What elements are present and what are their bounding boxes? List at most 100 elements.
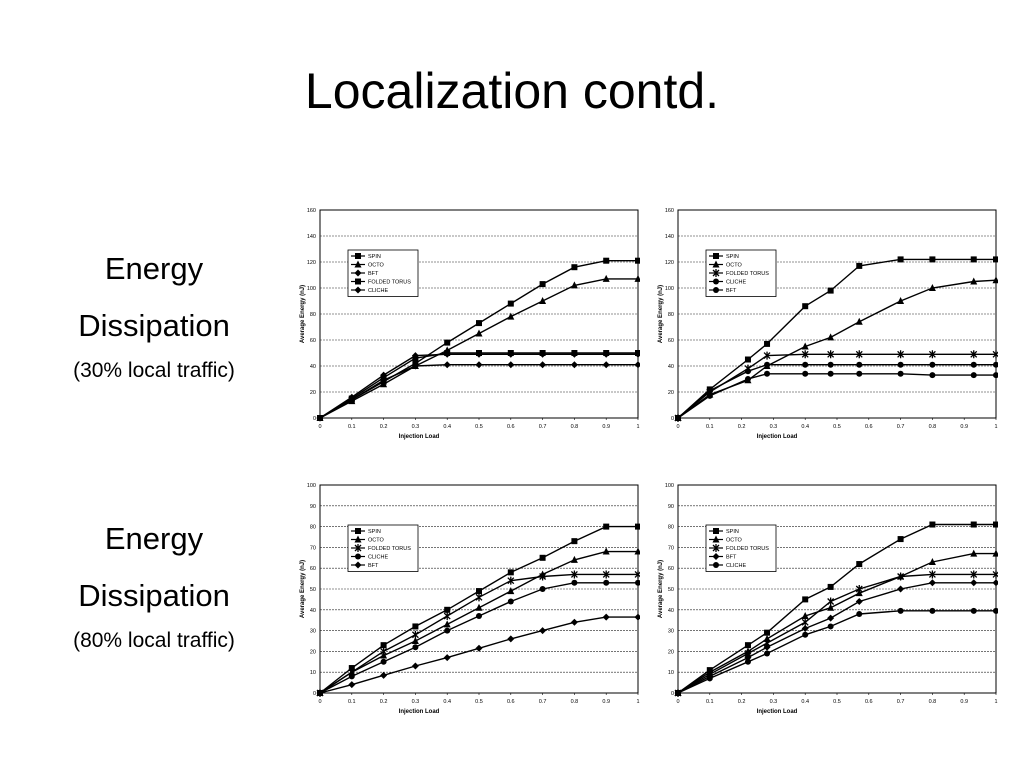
legend: SPIN OCTO BFT FOLDED TORUS CLICHE [347, 249, 419, 297]
legend-label: CLICHE [368, 555, 389, 561]
data-point [475, 644, 483, 652]
y-tick-label: 50 [310, 587, 316, 593]
data-point [993, 361, 998, 368]
legend-marker [354, 260, 362, 268]
data-point [507, 587, 515, 595]
data-point [970, 277, 978, 285]
y-tick-label: 100 [307, 483, 316, 489]
data-point [539, 281, 546, 288]
y-tick-label: 80 [668, 525, 674, 531]
label-line-dissipation: Dissipation [78, 578, 230, 613]
y-tick-label: 60 [310, 338, 316, 344]
x-tick-label: 0.9 [960, 424, 968, 430]
chart-80-right: 0 10 20 30 40 50 60 70 80 90 100 0 0.1 0.2 0.3 0.4 0.5 0.… [658, 483, 998, 715]
data-point [603, 257, 610, 264]
legend-marker [712, 535, 720, 543]
y-tick-label: 140 [307, 234, 316, 240]
chart-30-left: 0 20 40 60 80 100 120 140 160 0 0.1 0.2 0.3 0.4 0.5 0.6… [300, 208, 640, 440]
data-point [970, 350, 978, 359]
data-point [539, 297, 547, 304]
data-point [603, 579, 610, 586]
data-point [827, 623, 834, 630]
data-point [634, 547, 640, 555]
data-point [602, 547, 610, 555]
slide-title: Localization contd. [304, 63, 720, 119]
data-point [928, 579, 936, 587]
data-point [675, 690, 681, 696]
legend-marker [712, 553, 720, 560]
label-line-energy: Energy [104, 521, 204, 556]
data-point [635, 257, 640, 264]
x-tick-label: 0 [676, 699, 679, 705]
x-tick-label: 0.7 [539, 424, 547, 430]
data-point [476, 613, 482, 620]
data-point [539, 572, 547, 581]
data-point [992, 549, 998, 557]
x-tick-label: 0.2 [380, 424, 388, 430]
data-point [897, 536, 904, 543]
data-point [993, 372, 998, 379]
data-point [348, 673, 355, 680]
data-point [411, 662, 419, 670]
label-traffic-80: (80% local traffic) [73, 629, 235, 652]
y-tick-label: 40 [668, 364, 674, 370]
x-tick-label: 0.2 [380, 699, 388, 705]
data-point [444, 627, 451, 634]
data-point [507, 576, 515, 585]
y-tick-label: 60 [668, 566, 674, 572]
data-point [476, 588, 482, 595]
x-tick-label: 1 [994, 699, 997, 705]
x-tick-label: 0.8 [929, 699, 937, 705]
x-axis-label: Injection Load [757, 709, 798, 715]
data-point [801, 625, 809, 633]
series-bft [316, 613, 640, 697]
y-tick-label: 120 [665, 260, 674, 266]
data-point [475, 361, 483, 369]
legend-marker [354, 286, 362, 294]
data-point [744, 368, 751, 375]
legend-marker [355, 553, 361, 560]
y-tick-label: 100 [665, 483, 674, 489]
data-point [928, 284, 936, 291]
data-point [856, 561, 863, 568]
data-point [992, 350, 998, 359]
y-tick-label: 40 [310, 364, 316, 370]
data-point [744, 658, 751, 665]
data-point [706, 675, 713, 682]
y-tick-label: 0 [671, 416, 674, 422]
data-point [635, 579, 640, 586]
data-point [476, 350, 482, 356]
y-tick-label: 60 [668, 338, 674, 344]
y-tick-label: 40 [310, 608, 316, 614]
data-point [316, 689, 324, 697]
x-tick-label: 0.3 [412, 424, 420, 430]
data-point [929, 607, 936, 614]
data-point [570, 570, 578, 579]
data-point [897, 585, 905, 593]
data-point [475, 329, 483, 337]
data-point [970, 549, 978, 557]
legend-marker [713, 528, 719, 534]
data-point [602, 613, 610, 621]
data-point [507, 312, 515, 320]
y-tick-label: 0 [671, 691, 674, 697]
y-tick-label: 60 [310, 566, 316, 572]
data-point [897, 607, 904, 614]
data-point [443, 620, 451, 628]
y-tick-label: 120 [307, 260, 316, 266]
y-tick-label: 80 [310, 312, 316, 318]
data-point [412, 623, 419, 630]
data-point [827, 333, 835, 341]
data-point [602, 361, 610, 369]
x-axis-label: Injection Load [757, 434, 798, 440]
data-point [412, 355, 419, 362]
data-point [348, 665, 355, 672]
data-point [802, 370, 809, 377]
legend-label: CLICHE [368, 288, 389, 294]
data-point [507, 300, 514, 307]
y-tick-label: 80 [668, 312, 674, 318]
legend-label: CLICHE [726, 280, 747, 286]
x-tick-label: 0.5 [475, 424, 483, 430]
y-tick-label: 20 [310, 390, 316, 396]
series-bft [675, 370, 998, 421]
